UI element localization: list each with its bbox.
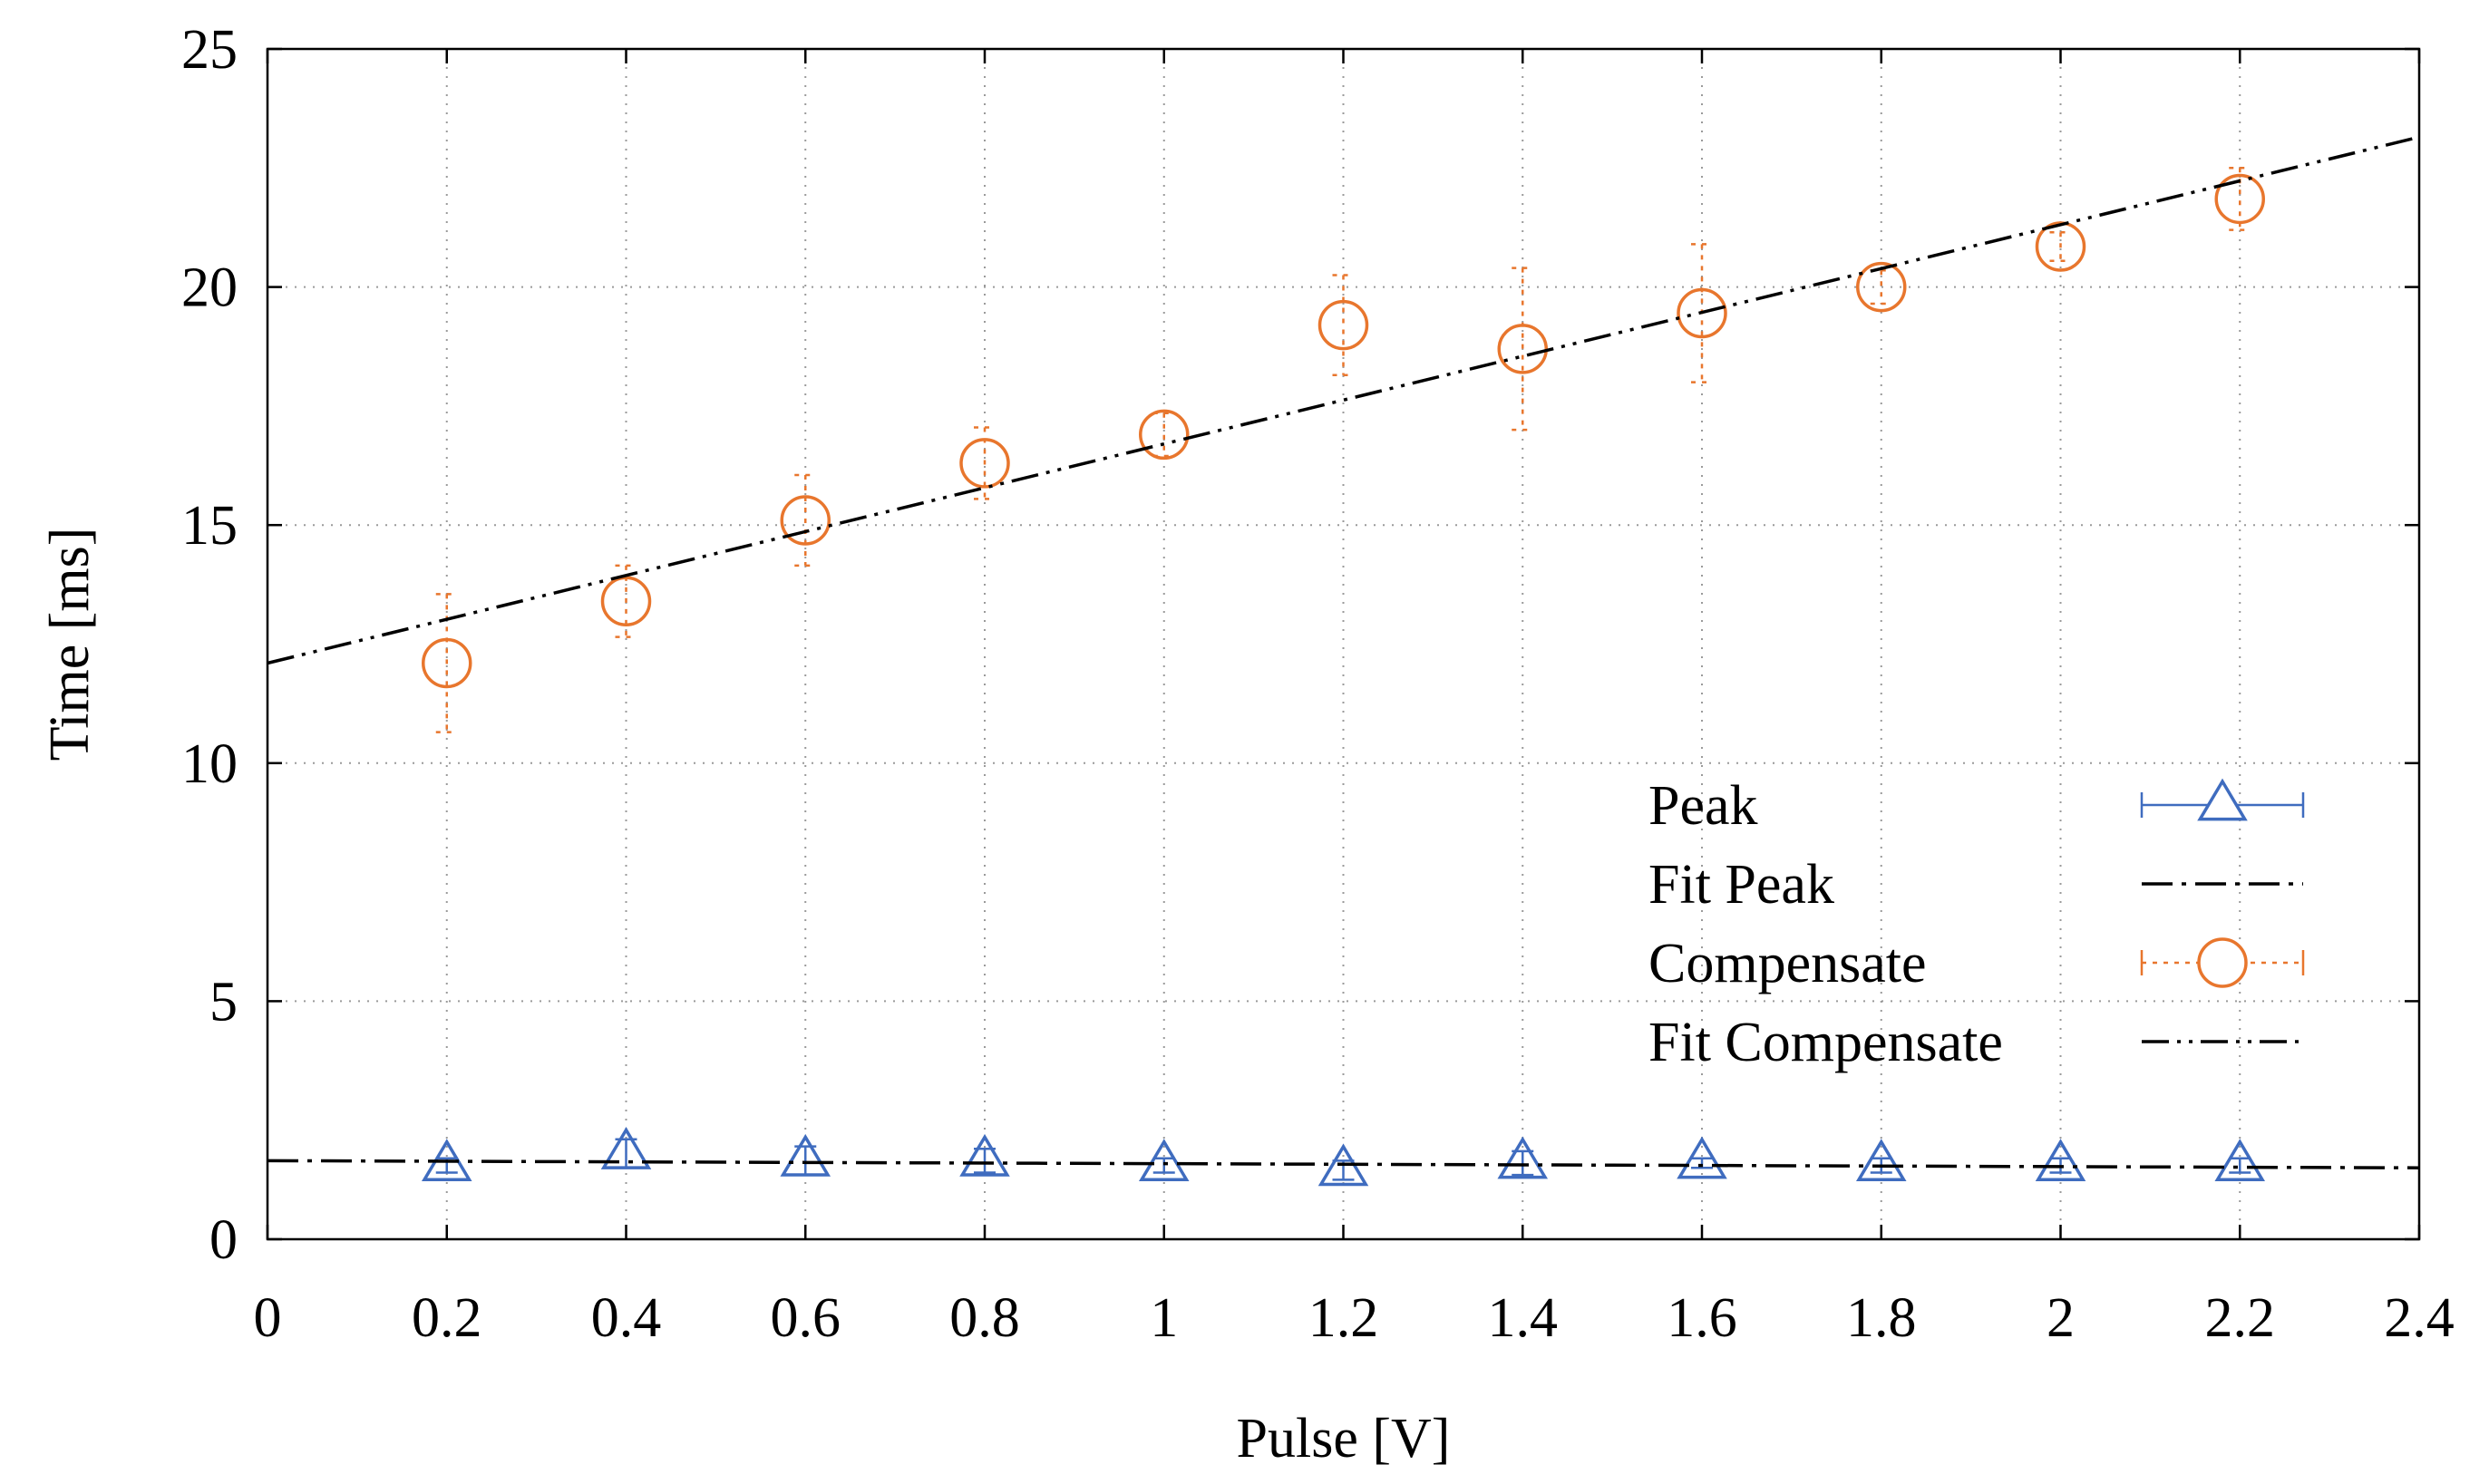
series-fit-peak bbox=[267, 1159, 2420, 1169]
y-axis-title: Time [ms] bbox=[39, 528, 101, 761]
legend-label: Peak bbox=[1648, 775, 1758, 837]
y-tick-labels: 0 5 10 15 20 25 bbox=[181, 19, 238, 1271]
y-tick-label: 15 bbox=[181, 495, 238, 557]
x-tick-label: 1.2 bbox=[1308, 1287, 1379, 1349]
data-point bbox=[1855, 1139, 1907, 1181]
x-tick-label: 1.4 bbox=[1488, 1287, 1559, 1349]
data-point bbox=[600, 1127, 652, 1169]
fit-line bbox=[267, 1159, 2420, 1169]
data-point bbox=[2035, 221, 2086, 272]
data-point bbox=[600, 576, 652, 626]
data-point bbox=[1856, 261, 1907, 313]
data-point bbox=[2214, 173, 2265, 225]
y-tick-label: 0 bbox=[209, 1209, 238, 1271]
series-fit-compensate bbox=[267, 135, 2420, 665]
data-point bbox=[959, 1133, 1010, 1177]
legend-entry: Fit Peak bbox=[1648, 854, 2303, 916]
data-point bbox=[1497, 1136, 1549, 1179]
data-point bbox=[1138, 1139, 1190, 1181]
legend-entry: Compensate bbox=[1648, 933, 2305, 994]
data-point bbox=[1677, 1136, 1727, 1179]
x-tick-label: 0.8 bbox=[949, 1287, 1020, 1349]
y-tick-label: 20 bbox=[181, 257, 238, 319]
x-tick-label: 1 bbox=[1150, 1287, 1178, 1349]
legend-label: Fit Compensate bbox=[1648, 1012, 2003, 1073]
y-tick-label: 25 bbox=[181, 19, 238, 81]
x-tick-label: 0.2 bbox=[412, 1287, 482, 1349]
x-tick-label: 0 bbox=[254, 1287, 282, 1349]
legend-entry: Peak bbox=[1648, 775, 2305, 837]
data-point bbox=[1139, 409, 1190, 461]
plot-frame bbox=[266, 47, 2421, 1241]
y-tick-label: 5 bbox=[209, 971, 238, 1033]
legend-entry: Fit Compensate bbox=[1648, 1012, 2303, 1073]
x-tick-label: 2 bbox=[2047, 1287, 2075, 1349]
series-compensate bbox=[422, 167, 2265, 733]
data-point bbox=[422, 637, 472, 689]
data-point bbox=[780, 495, 831, 546]
fit-line bbox=[267, 135, 2420, 665]
x-tick-label: 2.2 bbox=[2205, 1287, 2276, 1349]
data-point bbox=[2214, 1139, 2266, 1181]
legend-label: Compensate bbox=[1648, 933, 1927, 994]
plot-series bbox=[267, 135, 2420, 1187]
data-point bbox=[1317, 299, 1369, 351]
data-point bbox=[2035, 1139, 2086, 1181]
legend: Peak Fit Peak Compensate Fit Compensate bbox=[1648, 775, 2305, 1073]
axis-ticks bbox=[266, 47, 2421, 1241]
data-point bbox=[1677, 287, 1727, 339]
data-point bbox=[780, 1133, 831, 1177]
x-tick-label: 1.6 bbox=[1667, 1287, 1737, 1349]
legend-marker bbox=[2197, 778, 2248, 821]
x-tick-label: 0.6 bbox=[771, 1287, 841, 1349]
x-axis-title: Pulse [V] bbox=[1237, 1408, 1451, 1469]
x-tick-label: 1.8 bbox=[1846, 1287, 1917, 1349]
x-tick-label: 2.4 bbox=[2384, 1287, 2455, 1349]
data-point bbox=[959, 438, 1010, 489]
y-tick-label: 10 bbox=[181, 733, 238, 795]
legend-label: Fit Peak bbox=[1648, 854, 1834, 916]
x-tick-label: 0.4 bbox=[591, 1287, 662, 1349]
legend-marker bbox=[2197, 937, 2248, 988]
x-tick-labels: 0 0.2 0.4 0.6 0.8 1 1.2 1.4 1.6 1.8 2 2.2 2.4 bbox=[254, 1287, 2455, 1349]
grid bbox=[267, 49, 2419, 1239]
